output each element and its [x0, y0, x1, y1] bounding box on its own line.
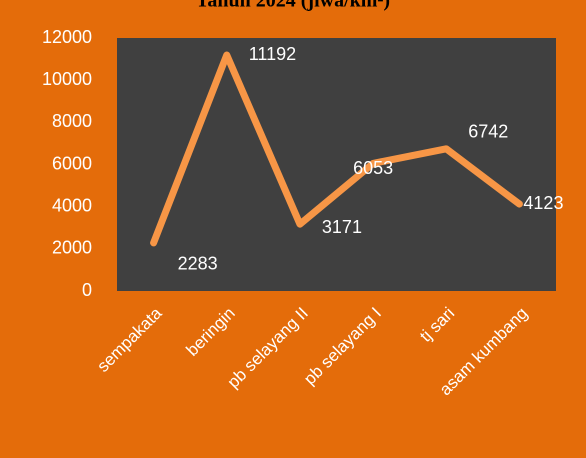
data-label: 3171 — [322, 217, 362, 237]
y-tick-label: 2000 — [52, 238, 92, 258]
data-label: 11192 — [249, 44, 296, 64]
chart-title: Tahun 2024 (jiwa/km²) — [196, 0, 390, 12]
data-label: 6742 — [468, 122, 508, 142]
y-tick-label: 4000 — [52, 195, 92, 215]
y-tick-label: 8000 — [52, 111, 92, 131]
y-tick-label: 12000 — [42, 27, 92, 47]
plot-area — [117, 38, 556, 291]
y-tick-label: 10000 — [42, 69, 92, 89]
data-label: 4123 — [523, 193, 563, 213]
data-label: 2283 — [178, 254, 218, 274]
y-tick-label: 0 — [82, 280, 92, 300]
y-tick-label: 6000 — [52, 153, 92, 173]
data-line — [150, 51, 523, 247]
data-label: 6053 — [353, 158, 393, 178]
